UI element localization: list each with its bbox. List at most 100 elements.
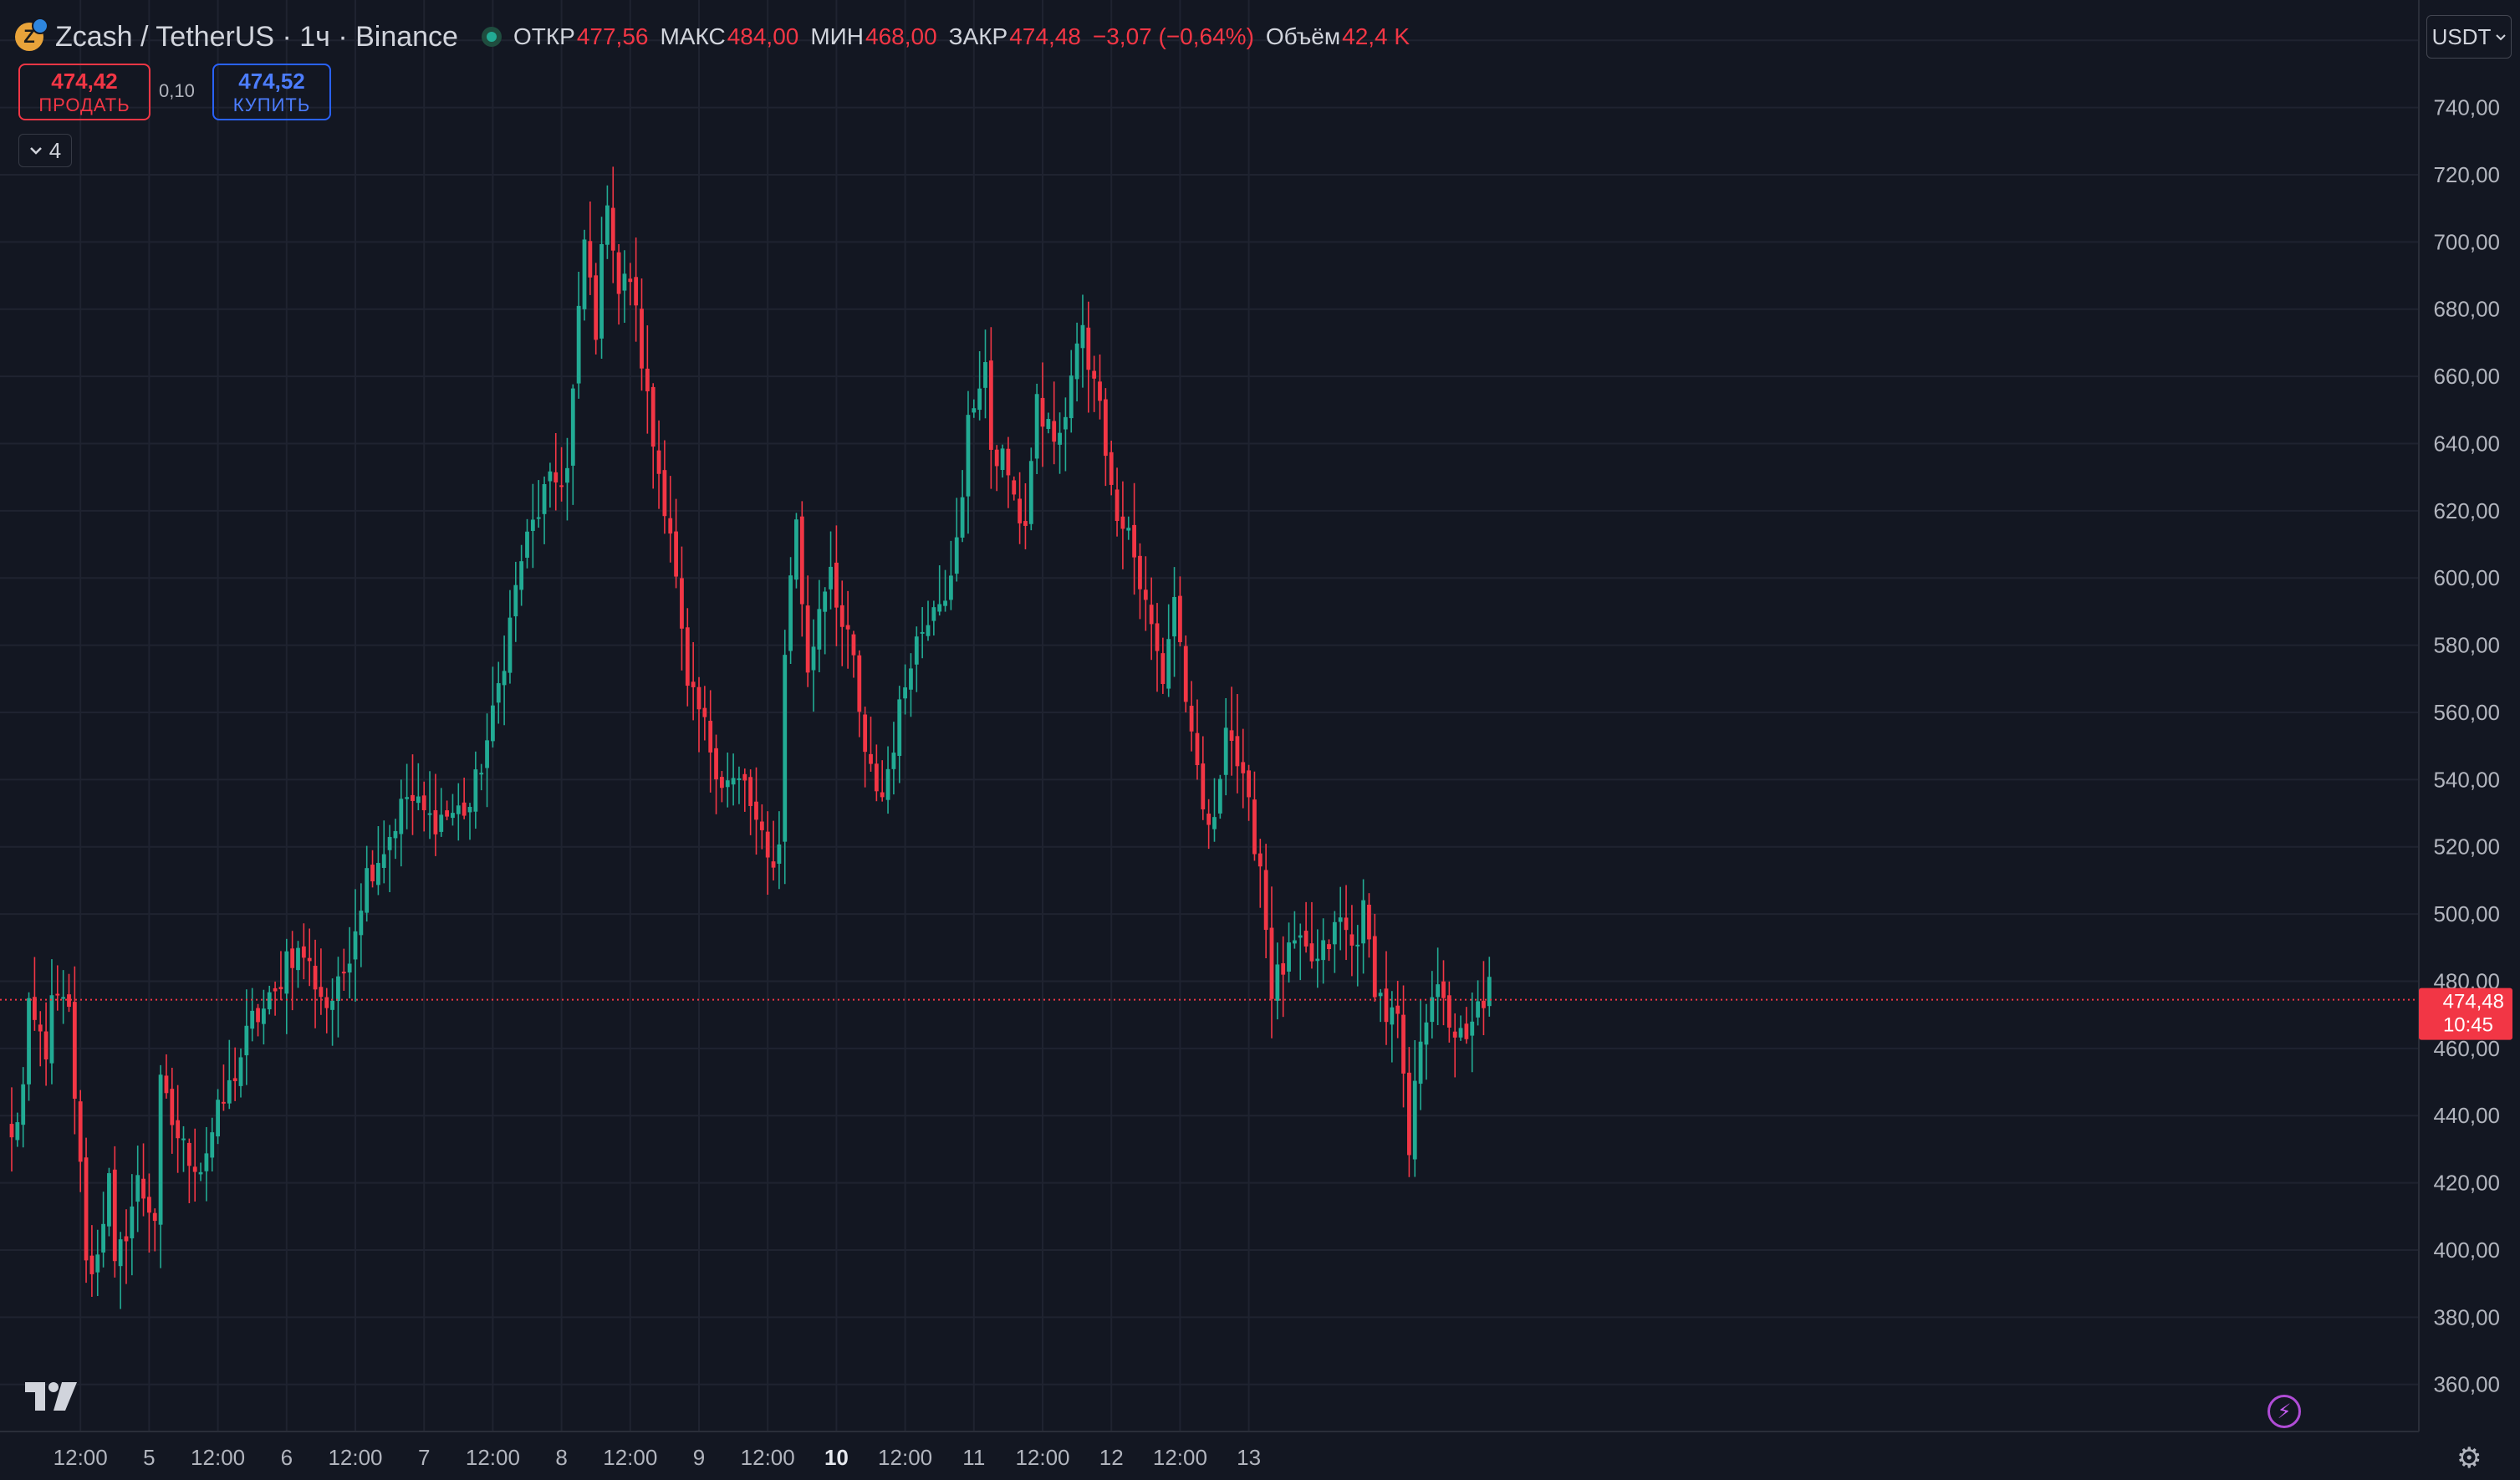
candle-body (1120, 516, 1125, 529)
candle-body (399, 799, 404, 834)
candle-body (720, 777, 724, 788)
candle (1418, 1000, 1423, 1110)
candle (576, 272, 581, 399)
candle (994, 445, 999, 492)
candle-body (605, 205, 610, 245)
candle (628, 263, 633, 306)
price-tick-label: 740,00 (2433, 95, 2500, 120)
candle (949, 540, 953, 610)
candle-body (771, 861, 776, 868)
candle-body (1172, 596, 1176, 637)
candle (1178, 576, 1182, 647)
candle (1344, 885, 1349, 961)
candle-body (920, 631, 925, 634)
candle (411, 754, 415, 835)
candle-body (336, 976, 340, 1002)
candle-body (445, 810, 449, 817)
candle-body (696, 686, 701, 710)
zcash-coin-icon[interactable]: Z (15, 18, 48, 51)
candle (1482, 961, 1486, 1036)
candle (1257, 839, 1263, 908)
time-tick-label: 12:00 (603, 1445, 657, 1470)
candle-body (1476, 1001, 1480, 1018)
price-tick-label: 500,00 (2433, 901, 2500, 926)
chart-grid (0, 0, 2419, 1432)
candle-body (570, 388, 575, 466)
candle-body (1298, 935, 1303, 938)
time-tick-label: 12:00 (328, 1445, 382, 1470)
candle (1120, 481, 1125, 569)
indicators-count: 4 (48, 137, 62, 163)
candle (222, 1064, 226, 1111)
candle-body (794, 519, 798, 580)
candle (399, 779, 404, 867)
candle (78, 1090, 83, 1192)
candle (1487, 957, 1492, 1017)
candle (737, 766, 742, 804)
candle-body (519, 561, 524, 590)
lightning-bolt-icon[interactable]: ⚡ (2267, 1395, 2301, 1428)
candle (594, 263, 599, 355)
candle (49, 959, 54, 1084)
candle (67, 973, 71, 1013)
candle (181, 1125, 186, 1172)
candle (1338, 886, 1343, 951)
candle (605, 185, 610, 259)
currency-button[interactable]: USDT (2426, 15, 2512, 59)
candle-body (1189, 706, 1194, 732)
symbol-title[interactable]: Zcash / TetherUS · 1ч · Binance (55, 20, 458, 53)
sell-price: 474,42 (51, 68, 118, 94)
candle (616, 244, 621, 325)
candle (55, 965, 60, 1011)
price-tick-label: 680,00 (2433, 297, 2500, 322)
candlestick-series (9, 166, 1492, 1309)
indicators-toggle-button[interactable]: 4 (18, 134, 72, 167)
close-label: ЗАКР (948, 23, 1008, 49)
candle-body (536, 517, 541, 519)
open-label: ОТКР (513, 23, 575, 49)
candle-body (1166, 639, 1171, 689)
market-open-dot-icon[interactable] (481, 27, 502, 47)
sell-button[interactable]: 474,42 ПРОДАТЬ (18, 64, 150, 120)
candle (988, 327, 993, 489)
tradingview-logo-icon[interactable] (25, 1381, 77, 1419)
candle (1430, 971, 1435, 1039)
settings-gear-icon[interactable]: ⚙ (2456, 1442, 2482, 1474)
candle-body (1315, 958, 1320, 962)
candle (622, 250, 627, 324)
buy-button[interactable]: 474,52 КУПИТЬ (212, 64, 331, 120)
candle (983, 329, 987, 419)
low-label: МИН (810, 23, 865, 49)
candle (513, 561, 518, 642)
candle (1034, 383, 1039, 475)
candle-body (1103, 399, 1108, 457)
candle (416, 763, 421, 810)
high-value: 484,00 (727, 23, 799, 49)
candle (1046, 412, 1051, 434)
candle (1149, 577, 1154, 661)
candle (256, 1003, 260, 1037)
candle-body (1458, 1028, 1463, 1038)
candle-body (616, 252, 621, 294)
candle-body (353, 931, 358, 960)
candle-body (1092, 370, 1097, 379)
candle (244, 989, 249, 1085)
candle (851, 630, 856, 678)
candle-body (1436, 984, 1441, 998)
candle-body (1441, 981, 1446, 998)
candle (1349, 905, 1354, 977)
candle-body (256, 1008, 260, 1023)
candle-body (1344, 917, 1349, 931)
candle (725, 753, 730, 808)
candle-body (857, 655, 862, 712)
candle (880, 760, 885, 802)
candle (232, 1047, 237, 1101)
candle-body (1430, 997, 1435, 1023)
candle (759, 804, 764, 850)
candle (519, 544, 524, 606)
candle-body (1178, 595, 1182, 642)
candle (857, 650, 862, 737)
candle (903, 664, 907, 715)
candle-body (473, 769, 478, 812)
